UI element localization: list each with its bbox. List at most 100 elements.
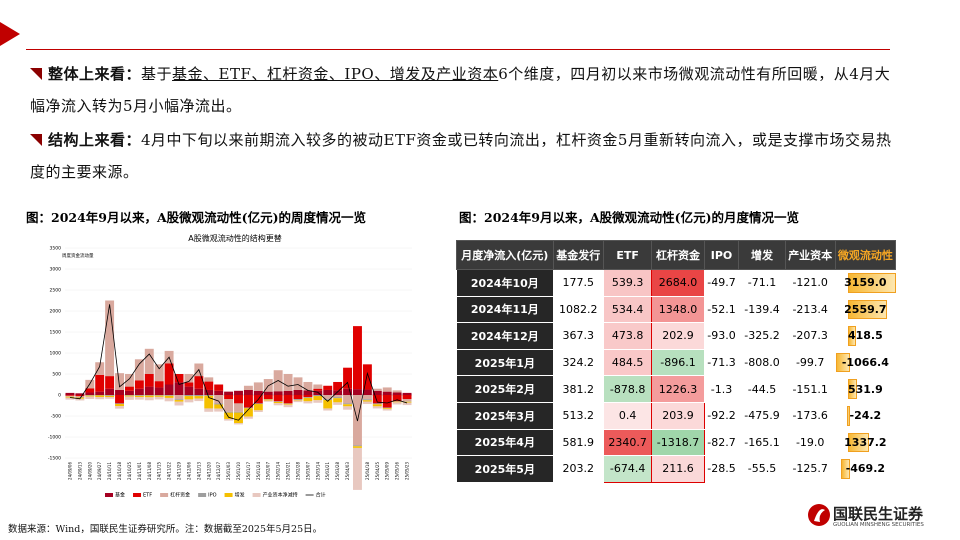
table-row: 2025年1月 324.2 484.5 -896.1 -71.3 -808.0 -99.7-…	[456, 348, 897, 377]
cell-value: 531.9	[847, 382, 883, 396]
cell: -1318.7	[651, 428, 705, 457]
cell: -24.2	[834, 401, 897, 430]
bar-segment	[194, 396, 204, 399]
x-tick-label: 25/04/25	[375, 462, 380, 480]
bar-segment	[253, 390, 263, 395]
bar-segment	[293, 399, 303, 401]
bar-segment	[273, 403, 283, 406]
bar-segment	[323, 399, 333, 401]
bar-segment	[392, 401, 402, 403]
bar-segment	[313, 400, 323, 403]
bar-segment	[124, 395, 134, 396]
x-tick-label: 24/10/25	[127, 462, 132, 480]
cell: 203.2	[552, 455, 604, 483]
bar-segment	[75, 398, 85, 401]
bar-segment	[402, 402, 412, 406]
bar-segment	[343, 403, 353, 405]
bar-segment	[224, 412, 234, 419]
bar-segment	[115, 395, 124, 404]
cell: -808.0	[738, 348, 786, 377]
bar-segment	[382, 408, 392, 411]
y-tick-label: 1500	[50, 330, 62, 336]
cell: 484.5	[602, 348, 653, 377]
data-bar	[847, 379, 858, 399]
cell-value: 1337.2	[844, 435, 887, 449]
bar-segment	[144, 397, 154, 401]
cell-value: -24.2	[849, 409, 882, 423]
table-row: 2024年12月 367.3 473.8 202.9 -93.0 -325.2 -207.3…	[456, 322, 897, 350]
bar-segment	[253, 382, 263, 391]
bar-segment	[95, 395, 105, 398]
data-bar	[847, 405, 850, 426]
cell: 1082.2	[552, 295, 604, 324]
y-tick-label: 3000	[50, 267, 62, 273]
bar-segment	[283, 403, 293, 405]
figure-caption: 图：2024年9月以来，A股微观流动性(亿元)的月度情况一览	[459, 210, 800, 225]
bar-segment	[243, 385, 253, 390]
bar-segment	[204, 408, 214, 412]
bar-segment	[95, 397, 105, 400]
cell: 513.2	[552, 401, 604, 430]
cell: -469.2	[834, 455, 897, 483]
cell: 2559.7	[834, 295, 897, 324]
bar-segment	[75, 393, 85, 395]
source-note: 数据来源：Wind，国联民生证券研究所。注：数据截至2025年5月25日。	[8, 524, 323, 535]
column-header: ETF	[602, 240, 653, 270]
cell: -125.7	[784, 455, 836, 483]
x-tick-label: 25/02/21	[286, 462, 291, 480]
bar-segment	[303, 390, 313, 395]
x-tick-label: 25/03/07	[305, 462, 310, 480]
table-row: 2025年2月 381.2 -878.8 1226.3 -1.3 -44.5 -151.1 5…	[456, 375, 897, 403]
figure-caption: 图：2024年9月以来，A股微观流动性(亿元)的周度情况一览	[26, 210, 367, 225]
x-tick-label: 25/01/17	[246, 462, 251, 480]
bar-segment	[313, 384, 323, 389]
cell: 324.2	[552, 348, 604, 377]
y-tick-label: 3500	[50, 246, 62, 252]
cell-value: -469.2	[845, 462, 886, 476]
bar-segment	[85, 395, 95, 397]
logo-en: GUOLIAN MINSHENG SECURITIES	[833, 522, 924, 528]
bar-segment	[194, 395, 204, 397]
bar-segment	[273, 401, 283, 402]
bar-segment	[124, 395, 134, 397]
bar-segment	[372, 403, 382, 405]
bullet: 结构上来看：4月中下旬以来前期流入较多的被动ETF资金或已转向流出，杠杆资金5月…	[30, 131, 892, 181]
bar-segment	[343, 406, 353, 410]
cell: 202.9	[651, 322, 705, 350]
bar-segment	[214, 390, 224, 395]
bar-segment	[243, 407, 253, 409]
bar-segment	[402, 399, 412, 402]
bar-segment	[214, 403, 224, 405]
bar-segment	[263, 399, 273, 401]
bar-segment	[253, 410, 263, 413]
bar-segment	[253, 403, 263, 405]
row-label: 2024年12月	[456, 322, 554, 350]
bar-segment	[313, 388, 323, 391]
bar-segment	[75, 396, 85, 398]
bar-segment	[392, 402, 402, 405]
header-row: 月度净流入(亿元) 基金发行 ETF 杠杆资金 IPO 增发 产业资本 微观流动性	[456, 240, 897, 270]
y-tick-label: 500	[52, 372, 61, 378]
column-header: IPO	[703, 240, 740, 270]
bar-segment	[124, 396, 134, 400]
bar-segment	[303, 397, 313, 402]
bar-segment	[75, 395, 85, 397]
bar-segment	[382, 387, 392, 392]
bar-segment	[194, 388, 204, 395]
bar-segment	[234, 395, 243, 404]
bar-segment	[164, 395, 174, 398]
y-tick-label: 1000	[50, 351, 62, 357]
bar-segment	[154, 381, 164, 388]
bar-segment	[333, 397, 343, 399]
cell: -92.2	[703, 401, 740, 430]
bar-segment	[65, 392, 75, 395]
column-header: 月度净流入(亿元)	[456, 240, 554, 270]
cell: -878.8	[602, 375, 653, 403]
bar-segment	[372, 406, 382, 409]
table-row: 2025年3月 513.2 0.4 203.9 -92.2 -475.9 -173.6 -24…	[456, 401, 897, 430]
bar-segment	[382, 408, 392, 409]
row-label: 2025年3月	[456, 401, 554, 430]
legend-swatch	[160, 493, 169, 497]
bar-segment	[243, 408, 253, 417]
bar-segment	[164, 384, 174, 395]
